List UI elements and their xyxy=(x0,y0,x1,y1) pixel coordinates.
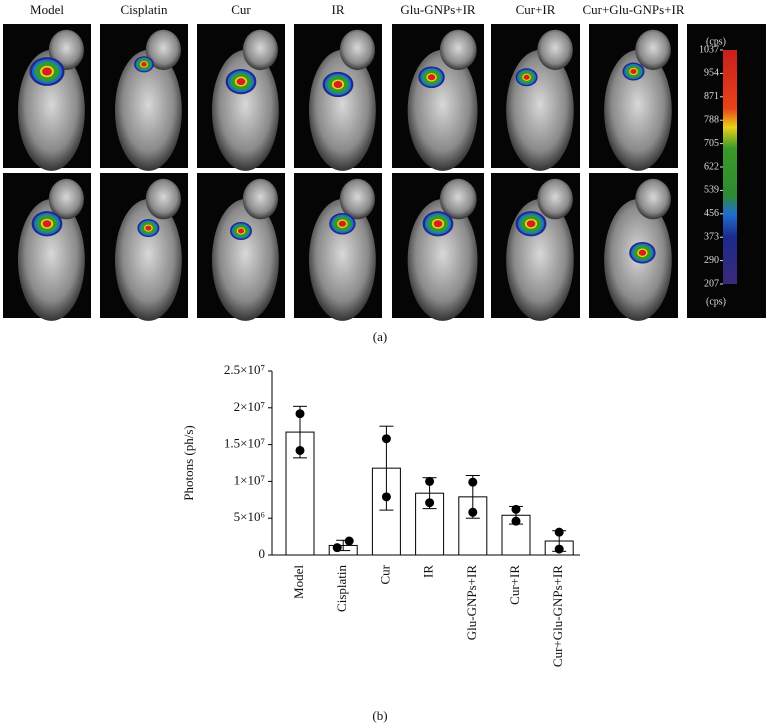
x-tick-label: Cur+Glu-GNPs+IR xyxy=(550,565,565,667)
mouse-head xyxy=(339,178,375,220)
signal-blob xyxy=(333,80,343,89)
column-label: Cur+IR xyxy=(516,2,556,17)
mouse-body xyxy=(114,199,182,321)
data-point xyxy=(425,476,435,486)
column-label: Cur+Glu-GNPs+IR xyxy=(582,2,684,17)
colorbar-tick-label: 954 xyxy=(704,68,719,79)
mouse-head xyxy=(339,29,375,71)
colorbar-tick-label: 622 xyxy=(704,161,719,172)
mouse-head xyxy=(537,29,573,71)
colorbar-tick-label: 871 xyxy=(704,91,719,102)
y-axis-label: Photons (ph/s) xyxy=(181,425,196,500)
data-point xyxy=(425,498,435,508)
signal-blob xyxy=(237,228,245,234)
x-tick-label: Cur+IR xyxy=(507,565,522,605)
mouse-head xyxy=(635,29,671,71)
signal-blob xyxy=(42,220,52,228)
mouse-body xyxy=(211,49,279,171)
colorbar-tick-label: 290 xyxy=(704,255,719,266)
mouse-body xyxy=(308,199,376,321)
signal-blob xyxy=(338,220,347,227)
mouse-head xyxy=(242,178,278,220)
colorbar-tick-label: 456 xyxy=(704,208,719,219)
mouse-head xyxy=(145,178,181,220)
mouse-body xyxy=(114,49,182,171)
data-point xyxy=(332,543,342,553)
mouse-body xyxy=(506,49,574,171)
x-tick-label: Cur xyxy=(377,564,392,584)
y-tick-label: 2.5×10⁷ xyxy=(224,362,265,377)
mouse-head xyxy=(439,29,477,71)
column-label: IR xyxy=(332,2,345,17)
colorbar xyxy=(723,50,737,284)
x-tick-label: Model xyxy=(291,565,306,599)
signal-blob xyxy=(145,225,152,231)
y-tick-label: 1×10⁷ xyxy=(234,472,265,487)
data-point xyxy=(554,527,564,537)
signal-blob xyxy=(526,220,536,228)
x-tick-label: IR xyxy=(421,565,436,578)
signal-blob xyxy=(638,249,647,256)
mouse-head xyxy=(439,178,477,220)
signal-blob xyxy=(523,74,530,80)
mouse-head xyxy=(48,178,84,220)
colorbar-tick-label: 373 xyxy=(704,231,719,242)
signal-blob xyxy=(427,74,436,81)
caption-a: (a) xyxy=(373,329,387,344)
data-point xyxy=(554,544,564,554)
data-point xyxy=(511,504,521,514)
signal-blob xyxy=(433,220,443,228)
column-label: Model xyxy=(30,2,64,17)
data-point xyxy=(295,445,305,455)
signal-blob xyxy=(42,67,52,76)
colorbar-tick-label: 207 xyxy=(704,278,719,289)
column-label: Cisplatin xyxy=(121,2,168,17)
colorbar-tick-label: 1037 xyxy=(699,44,719,55)
column-label: Cur xyxy=(231,2,251,17)
column-label: Glu-GNPs+IR xyxy=(400,2,476,17)
mouse-body xyxy=(211,199,279,321)
data-point xyxy=(381,492,391,502)
x-tick-label: Cisplatin xyxy=(334,565,349,612)
colorbar-tick-label: 788 xyxy=(704,114,719,125)
mouse-body xyxy=(604,49,672,171)
data-point xyxy=(468,507,478,517)
data-point xyxy=(295,409,305,419)
data-point xyxy=(381,434,391,444)
mouse-body xyxy=(308,49,376,171)
y-tick-label: 0 xyxy=(259,546,266,561)
data-point xyxy=(468,477,478,487)
data-point xyxy=(511,516,521,526)
colorbar-unit: (cps) xyxy=(706,36,726,47)
colorbar-tick-label: 539 xyxy=(704,185,719,196)
mouse-body xyxy=(407,49,478,171)
mouse-head xyxy=(242,29,278,71)
caption-b: (b) xyxy=(372,708,387,723)
x-tick-label: Glu-GNPs+IR xyxy=(464,565,479,641)
mouse-head xyxy=(635,178,671,220)
colorbar-unit: (cps) xyxy=(706,296,726,307)
y-tick-label: 2×10⁷ xyxy=(234,399,265,414)
y-tick-label: 5×10⁶ xyxy=(234,509,265,524)
y-tick-label: 1.5×10⁷ xyxy=(224,436,265,451)
signal-blob xyxy=(141,62,147,67)
signal-blob xyxy=(236,78,246,86)
signal-blob xyxy=(630,69,637,75)
mouse-head xyxy=(145,29,181,71)
mouse-head xyxy=(537,178,573,220)
data-point xyxy=(344,536,354,546)
colorbar-tick-label: 705 xyxy=(704,138,719,149)
